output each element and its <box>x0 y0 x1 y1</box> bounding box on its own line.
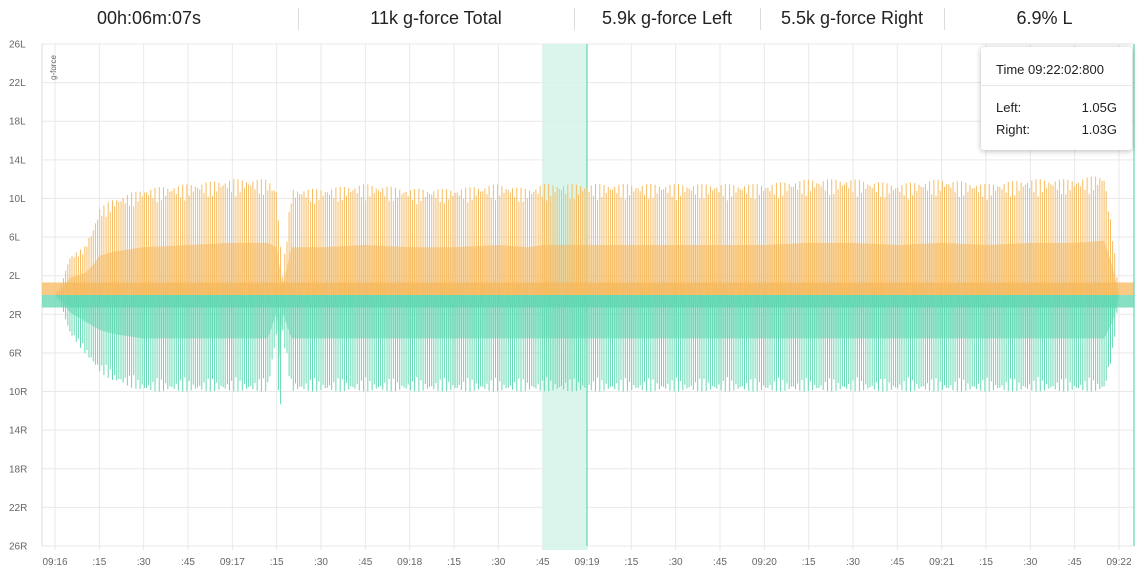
tooltip-right-value: 1.03G <box>1081 122 1117 137</box>
tooltip-left-row: Left: 1.05G <box>996 100 1117 116</box>
x-tick-label: 09:22 <box>1106 557 1131 568</box>
x-tick-label: :30 <box>491 557 505 568</box>
x-tick-label: :45 <box>181 557 195 568</box>
hover-tooltip: Time 09:22:02:800 Left: 1.05G Right: 1.0… <box>981 47 1132 150</box>
duration-stat: 00h:06m:07s <box>96 8 202 28</box>
x-tick-label: :45 <box>713 557 727 568</box>
tooltip-left-label: Left: <box>996 100 1022 115</box>
series-spikes <box>56 176 1118 295</box>
y-tick-label: 18L <box>9 117 26 128</box>
stat-divider <box>760 8 761 30</box>
x-tick-label: :30 <box>314 557 328 568</box>
y-tick-label: 6R <box>9 348 22 359</box>
y-axis-title: g-force <box>49 55 58 80</box>
x-tick-label: :45 <box>890 557 904 568</box>
series-right <box>42 295 1134 405</box>
stat-divider <box>574 8 575 30</box>
y-tick-label: 6L <box>9 233 21 244</box>
series-spikes <box>56 295 1118 405</box>
y-tick-label: 26R <box>9 542 27 553</box>
y-tick-label: 10R <box>9 387 27 398</box>
axis-layer: 26L 22L 18L 14L 10L 6L 2L 2R 6R 10R 14R 18R 22R 26R 09… <box>9 40 1135 568</box>
x-tick-label: :30 <box>137 557 151 568</box>
stat-divider <box>298 8 299 30</box>
tooltip-time: Time 09:22:02:800 <box>996 62 1104 77</box>
y-tick-label: 2R <box>9 310 22 321</box>
tooltip-right-label: Right: <box>996 122 1030 137</box>
total-gforce-stat: 11k g-force Total <box>370 8 502 28</box>
series-left <box>42 176 1134 295</box>
y-tick-label: 18R <box>9 464 27 475</box>
x-tick-label: :30 <box>669 557 683 568</box>
stat-divider <box>944 8 945 30</box>
y-tick-label: 14L <box>9 155 26 166</box>
y-tick-label: 22L <box>9 78 26 89</box>
tooltip-left-value: 1.05G <box>1081 100 1117 115</box>
x-tick-label: :15 <box>447 557 461 568</box>
y-tick-label: 22R <box>9 503 27 514</box>
tooltip-divider <box>981 85 1132 86</box>
left-gforce-stat: 5.9k g-force Left <box>601 8 733 28</box>
x-tick-label: 09:16 <box>42 557 67 568</box>
right-gforce-stat: 5.5k g-force Right <box>780 8 924 28</box>
balance-stat: 6.9% L <box>1016 8 1073 28</box>
gforce-chart[interactable]: 26L 22L 18L 14L 10L 6L 2L 2R 6R 10R 14R 18R 22R 26R 09… <box>0 36 1145 575</box>
x-tick-label: :30 <box>1023 557 1037 568</box>
y-tick-label: 10L <box>9 194 26 205</box>
x-tick-label: :30 <box>846 557 860 568</box>
x-tick-label: :45 <box>358 557 372 568</box>
tooltip-right-row: Right: 1.03G <box>996 122 1117 138</box>
x-tick-label: 09:18 <box>397 557 422 568</box>
x-tick-label: :15 <box>270 557 284 568</box>
series-layer <box>42 176 1134 405</box>
x-tick-label: :45 <box>536 557 550 568</box>
x-tick-label: :15 <box>624 557 638 568</box>
x-tick-label: :15 <box>92 557 106 568</box>
x-tick-label: 09:20 <box>752 557 777 568</box>
y-tick-label: 2L <box>9 271 21 282</box>
x-tick-label: :45 <box>1068 557 1082 568</box>
y-tick-label: 26L <box>9 40 26 51</box>
x-tick-label: 09:17 <box>220 557 245 568</box>
x-tick-label: 09:19 <box>574 557 599 568</box>
x-tick-label: :15 <box>802 557 816 568</box>
y-tick-label: 14R <box>9 426 27 437</box>
x-tick-label: :15 <box>979 557 993 568</box>
x-tick-label: 09:21 <box>929 557 954 568</box>
stats-bar: 00h:06m:07s 11k g-force Total 5.9k g-for… <box>0 0 1145 36</box>
